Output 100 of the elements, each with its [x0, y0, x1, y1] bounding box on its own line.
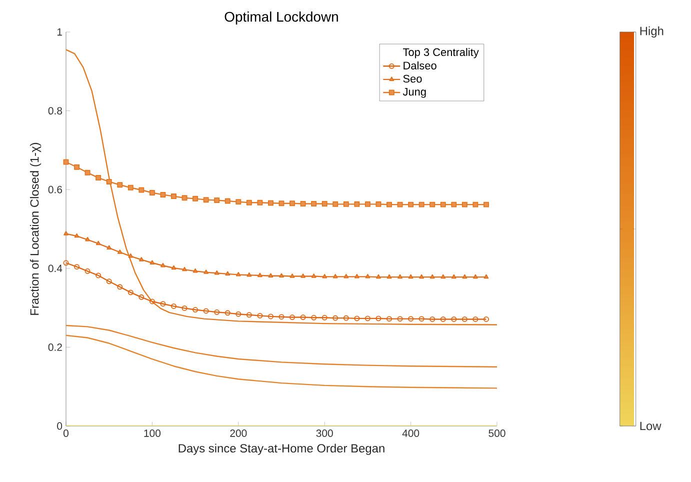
- point: [74, 233, 80, 238]
- point: [214, 309, 220, 315]
- point: [451, 274, 456, 279]
- point: [171, 303, 176, 309]
- point: [150, 260, 155, 264]
- point: [182, 195, 188, 201]
- point: [311, 314, 317, 320]
- point: [462, 274, 468, 279]
- point: [408, 274, 414, 279]
- point: [214, 197, 220, 203]
- point: [418, 316, 424, 322]
- point: [290, 200, 296, 206]
- point: [311, 201, 317, 207]
- point: [408, 202, 414, 208]
- point: [225, 271, 230, 276]
- x-tick-label: 400: [402, 430, 420, 437]
- point: [117, 250, 122, 254]
- point: [376, 201, 382, 207]
- point: [258, 272, 262, 278]
- point: [484, 274, 489, 279]
- point: [386, 316, 392, 322]
- point: [472, 316, 478, 322]
- point: [192, 196, 198, 202]
- y-tick-label: 0.2: [48, 344, 62, 351]
- point: [138, 294, 144, 300]
- point: [322, 274, 328, 278]
- point: [278, 200, 284, 206]
- point: [128, 290, 134, 296]
- point: [236, 272, 241, 276]
- point: [397, 316, 403, 322]
- point: [451, 316, 457, 322]
- point: [160, 301, 166, 307]
- y-axis-title: Fraction of Location Closed (1-χ): [30, 142, 42, 315]
- point: [74, 264, 80, 270]
- point: [192, 307, 198, 313]
- point: [128, 184, 134, 190]
- point: [332, 274, 338, 278]
- point: [160, 192, 166, 198]
- point: [300, 201, 306, 207]
- y-tick-label: 0: [57, 422, 62, 430]
- y-tick-label: 1: [57, 28, 62, 36]
- point: [117, 284, 123, 290]
- point: [430, 274, 435, 279]
- point: [171, 194, 176, 200]
- point: [96, 240, 101, 246]
- point: [63, 159, 69, 165]
- point: [246, 200, 252, 206]
- point: [332, 315, 338, 321]
- point: [192, 268, 198, 273]
- point: [236, 311, 242, 317]
- point: [365, 274, 370, 278]
- point: [354, 316, 360, 322]
- point: [398, 274, 402, 279]
- point: [96, 175, 102, 181]
- line-series: [66, 324, 497, 368]
- x-axis-title: Days since Stay-at-Home Order Began: [178, 444, 384, 455]
- point: [440, 202, 446, 208]
- point: [354, 201, 360, 207]
- point: [430, 202, 436, 208]
- point: [246, 272, 252, 277]
- point: [376, 316, 382, 322]
- point: [149, 190, 155, 196]
- point: [451, 202, 457, 208]
- point: [344, 274, 349, 278]
- legend-label: Dalseo: [404, 61, 436, 70]
- point: [418, 202, 424, 208]
- point: [182, 305, 188, 311]
- color-bar-label: Low: [640, 422, 662, 430]
- point: [483, 202, 489, 208]
- y-tick-label: 0.6: [48, 186, 62, 194]
- point: [343, 315, 349, 321]
- point: [322, 314, 328, 320]
- point: [171, 265, 176, 270]
- x-tick-label: 200: [230, 430, 247, 437]
- point: [290, 274, 295, 278]
- point: [397, 202, 403, 208]
- color-bar-label: High: [640, 26, 664, 38]
- x-tick-label: 0: [63, 430, 68, 437]
- point: [203, 197, 209, 203]
- point: [236, 199, 242, 205]
- point: [106, 245, 112, 250]
- legend-title: Top 3 Centrality: [403, 48, 479, 58]
- point: [117, 182, 123, 188]
- point: [224, 198, 230, 204]
- point: [138, 256, 144, 262]
- chart-title: Optimal Lockdown: [224, 11, 338, 24]
- point: [160, 262, 166, 268]
- line-series: [66, 49, 497, 326]
- point: [279, 273, 284, 278]
- point: [343, 201, 349, 207]
- point: [473, 274, 478, 279]
- y-tick-label: 0.4: [48, 264, 62, 272]
- point: [268, 314, 274, 320]
- point: [278, 314, 284, 320]
- point: [85, 236, 90, 242]
- point: [96, 272, 102, 278]
- point: [300, 274, 306, 278]
- point: [311, 274, 316, 278]
- point: [386, 274, 392, 279]
- x-tick-label: 500: [488, 430, 506, 437]
